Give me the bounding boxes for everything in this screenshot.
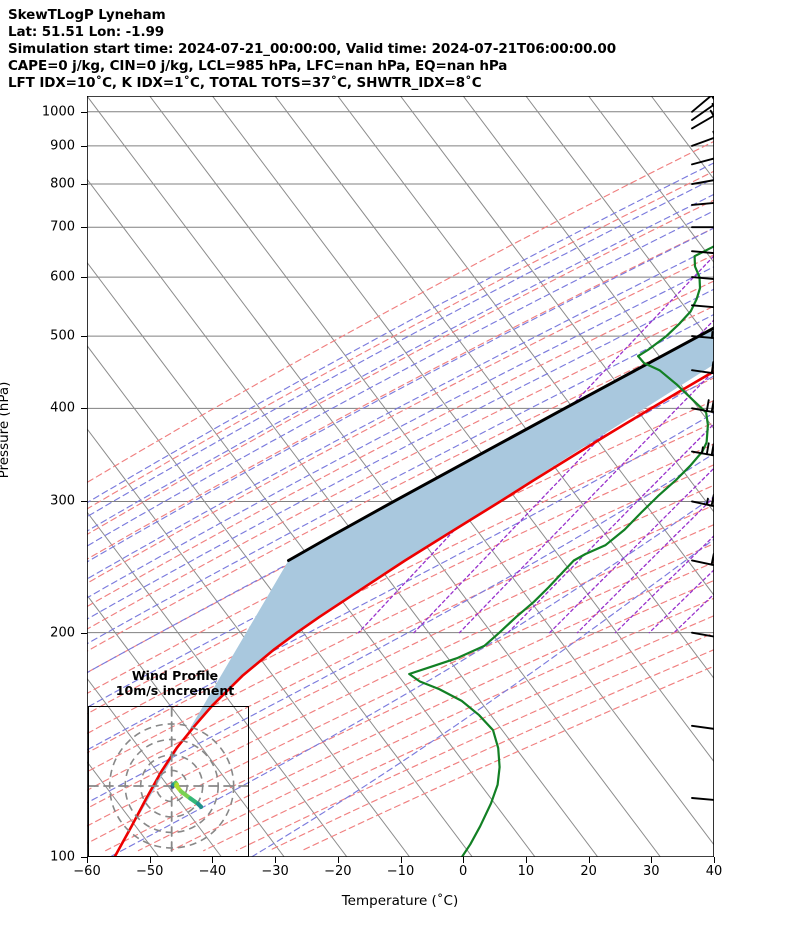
hodograph-title: Wind Profile 10m/s increment [116, 668, 234, 698]
pressure-tick [81, 227, 87, 229]
pressure-tick [81, 145, 87, 147]
temperature-tick-label: 10 [517, 864, 535, 879]
temperature-tick [588, 857, 590, 863]
temperature-tick [463, 857, 465, 863]
cape-line: CAPE=0 j/kg, CIN=0 j/kg, LCL=985 hPa, LF… [8, 58, 508, 74]
temperature-tick [275, 857, 277, 863]
indices-line: LFT IDX=10˚C, K IDX=1˚C, TOTAL TOTS=37˚C… [8, 75, 482, 91]
hodograph-title-line2: 10m/s increment [115, 683, 235, 698]
temperature-tick-label: −20 [324, 864, 352, 879]
pressure-tick-label: 700 [50, 219, 75, 235]
pressure-tick-label: 300 [50, 493, 75, 509]
hodograph-title-line1: Wind Profile [131, 668, 219, 683]
pressure-tick-label: 1000 [41, 104, 75, 120]
pressure-tick-label: 600 [50, 269, 75, 285]
coordinates-line: Lat: 51.51 Lon: -1.99 [8, 24, 165, 40]
pressure-tick [81, 184, 87, 185]
pressure-tick-label: 800 [50, 176, 75, 192]
pressure-tick [81, 336, 87, 338]
temperature-tick [651, 857, 653, 863]
temperature-tick [87, 857, 88, 863]
pressure-tick [81, 857, 87, 858]
hodograph-inset[interactable] [88, 706, 249, 857]
pressure-tick-label: 200 [50, 625, 75, 641]
pressure-tick [81, 632, 87, 634]
temperature-tick-label: −60 [73, 864, 101, 879]
temperature-tick-label: −10 [386, 864, 415, 879]
temperature-tick-label: −50 [135, 864, 164, 879]
pressure-tick [81, 277, 87, 279]
temperature-tick-label: −30 [261, 864, 289, 879]
page-title: SkewTLogP Lyneham [8, 7, 166, 23]
temperature-tick-label: 20 [580, 864, 597, 879]
temperature-tick-label: 40 [705, 864, 723, 879]
pressure-tick-label: 500 [50, 328, 75, 344]
pressure-tick-label: 400 [50, 400, 75, 416]
temperature-tick [525, 857, 527, 863]
pressure-tick [81, 111, 87, 113]
pressure-tick [81, 408, 87, 410]
x-axis-title: Temperature (˚C) [341, 893, 459, 909]
temperature-tick-label: 30 [643, 864, 660, 879]
temperature-tick [714, 857, 715, 863]
pressure-tick-label: 900 [50, 138, 75, 154]
pressure-tick-label: 100 [50, 849, 75, 865]
hodograph-svg [89, 707, 248, 856]
temperature-tick-label: 0 [459, 864, 468, 879]
skewt-plot-area[interactable]: 100 200 300 400 500 600 700 800 900 1000 [42, 96, 714, 865]
temperature-tick [337, 857, 339, 863]
skewt-svg [87, 96, 714, 857]
y-axis-title: Pressure (hPa) [0, 381, 12, 479]
temperature-tick-label: −40 [198, 864, 227, 879]
temperature-tick [149, 857, 151, 863]
temperature-tick [212, 857, 214, 863]
temperature-tick [400, 857, 402, 863]
pressure-tick [81, 501, 87, 503]
time-line: Simulation start time: 2024-07-21_00:00:… [8, 41, 617, 57]
